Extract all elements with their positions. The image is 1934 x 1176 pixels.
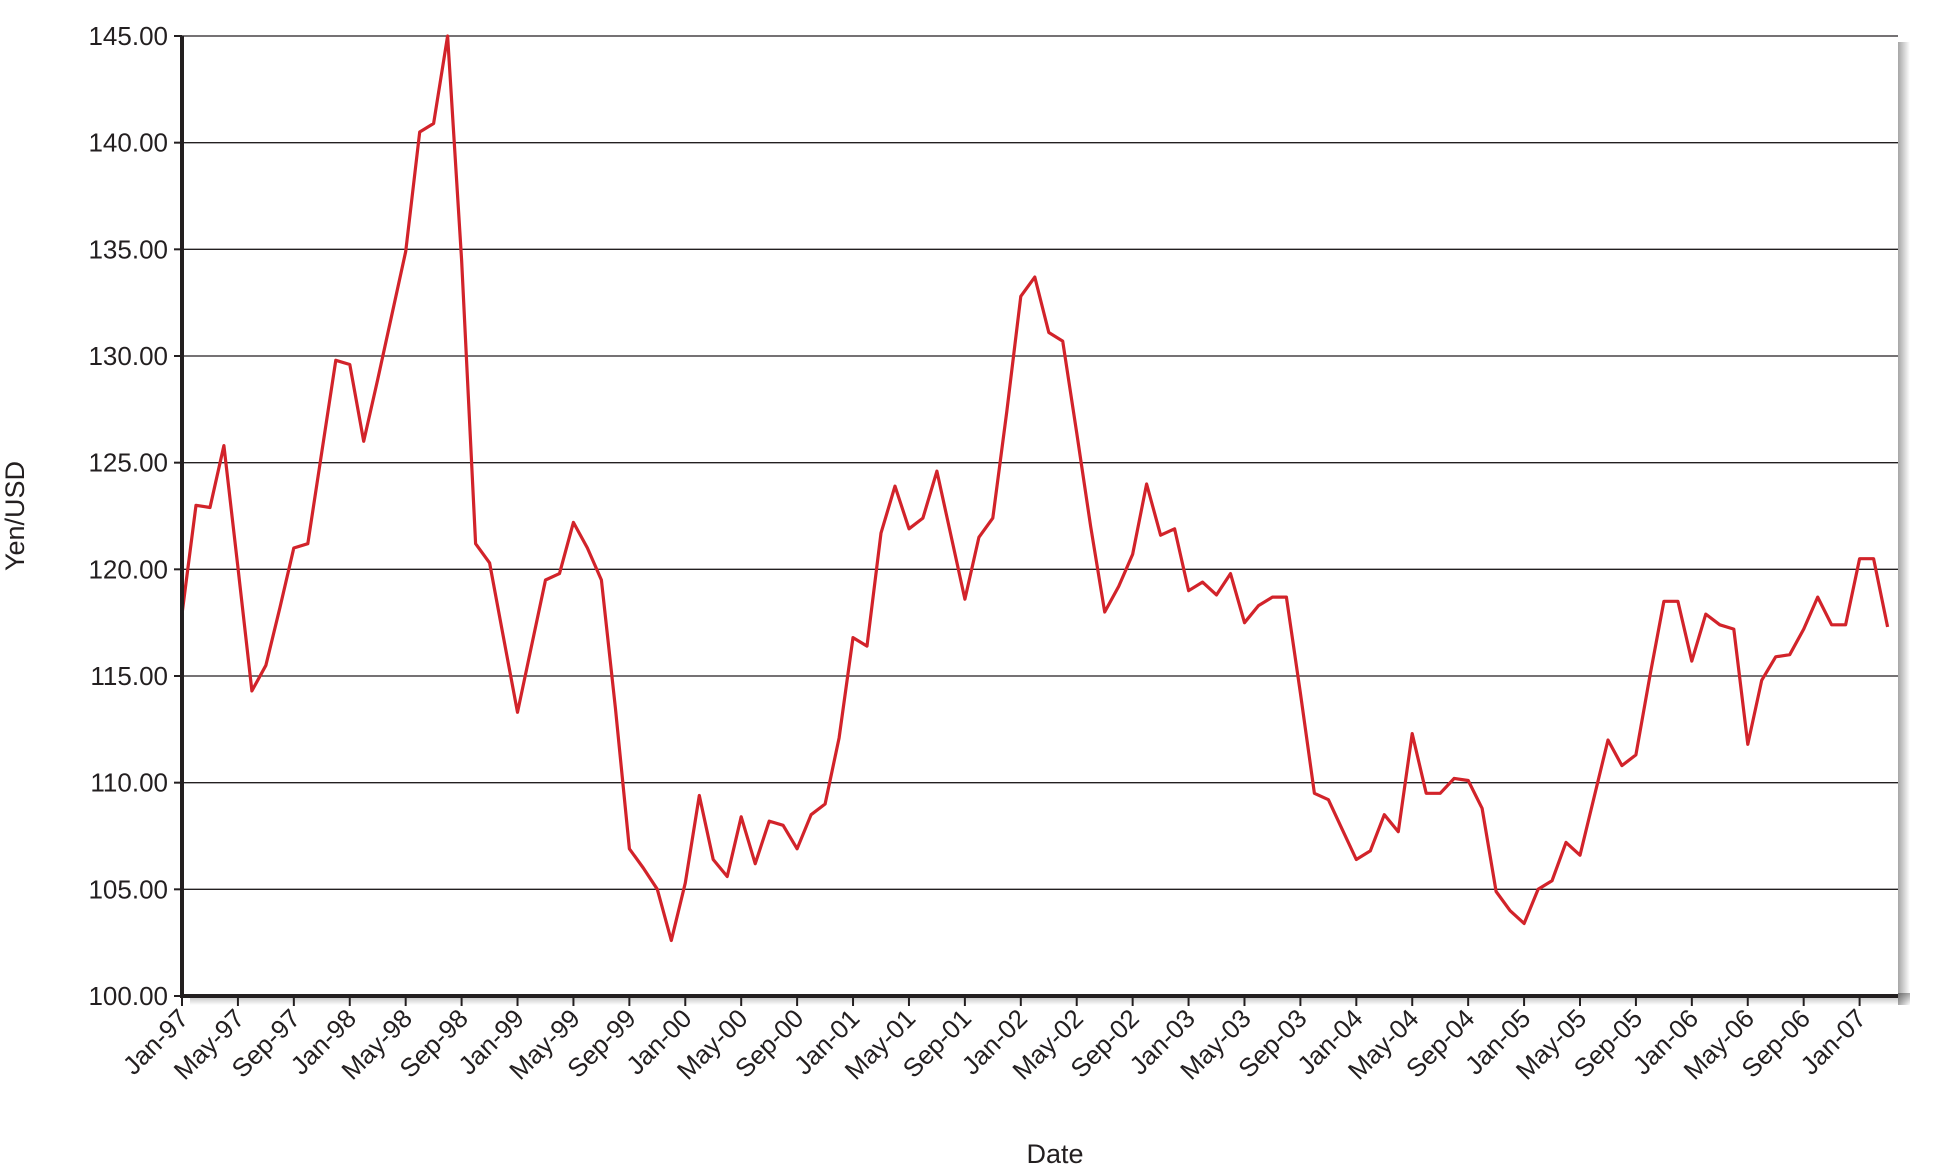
y-tick-label: 100.00 <box>88 981 168 1011</box>
y-tick-label: 140.00 <box>88 128 168 158</box>
y-tick-label: 110.00 <box>90 768 168 798</box>
plot-area <box>182 36 1898 996</box>
y-tick-label: 105.00 <box>88 874 168 904</box>
y-tick-label: 120.00 <box>88 554 168 584</box>
y-tick-label: 115.00 <box>90 661 168 691</box>
series-layer <box>180 34 1890 943</box>
y-tick-label: 145.00 <box>88 21 168 51</box>
y-axis-title: Yen/USD <box>0 461 30 571</box>
x-axis-ticks: Jan-97May-97Sep-97Jan-98May-98Sep-98Jan-… <box>117 996 1872 1086</box>
y-tick-label: 130.00 <box>88 341 168 371</box>
series-line-yen-usd <box>180 34 1890 943</box>
y-tick-label: 135.00 <box>88 234 168 264</box>
gridlines <box>182 35 1898 890</box>
plot-shadow-right <box>1898 42 1910 1005</box>
y-tick-label: 125.00 <box>88 448 168 478</box>
x-axis-title: Date <box>1026 1139 1083 1169</box>
y-axis-ticks: 100.00 105.00 110.00 115.00 120.00 125.00 130.… <box>88 21 182 1011</box>
